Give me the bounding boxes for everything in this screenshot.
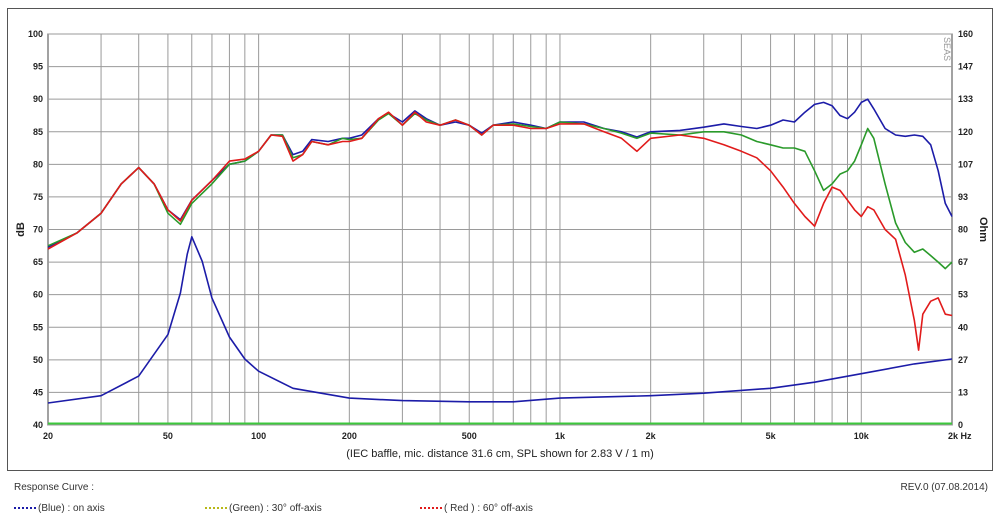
y2-tick-label: 53: [958, 290, 968, 300]
y2-tick-label: 27: [958, 355, 968, 365]
x-tick-label: 500: [462, 431, 477, 441]
y2-tick-label: 160: [958, 29, 973, 39]
chart-frame: 100 95 90 85 80 75 70 65 60 55 50 45 40 160 147 133 120 1…: [7, 8, 993, 471]
y-tick-label: 50: [33, 355, 43, 365]
x-tick-label: 50: [163, 431, 173, 441]
series-line-60-off-axis: [47, 111, 953, 351]
legend-text-green: (Green) : 30° off-axis: [229, 503, 322, 514]
y2-tick-label: 120: [958, 127, 973, 137]
legend-swatch-red: [420, 507, 442, 510]
watermark-text: SEAS: [942, 37, 952, 61]
y-tick-label: 90: [33, 94, 43, 104]
x-tick-label: 200: [342, 431, 357, 441]
y-tick-label: 55: [33, 322, 43, 332]
y2-tick-label: 107: [958, 159, 973, 169]
chart-caption: (IEC baffle, mic. distance 31.6 cm, SPL …: [346, 448, 654, 460]
x-tick-label: 100: [251, 431, 266, 441]
y-tick-label: 60: [33, 290, 43, 300]
y-tick-label: 70: [33, 225, 43, 235]
x-tick-label: 20: [43, 431, 53, 441]
legend-item-blue: (Blue) : on axis: [14, 503, 105, 514]
y2-tick-label: 0: [958, 420, 963, 430]
x-tick-label: 1k: [555, 431, 566, 441]
y-tick-label: 85: [33, 127, 43, 137]
footer-title: Response Curve :: [14, 482, 95, 493]
x-tick-label: 10k: [854, 431, 870, 441]
y2-tick-label: 80: [958, 225, 968, 235]
y-tick-label: 80: [33, 159, 43, 169]
y2-tick-label: 13: [958, 387, 968, 397]
y2-tick-label: 133: [958, 94, 973, 104]
x-tick-label: 2k Hz: [948, 431, 972, 441]
legend-text-blue: (Blue) : on axis: [38, 503, 105, 514]
legend-text-red: ( Red ) : 60° off-axis: [444, 503, 533, 514]
y-tick-label: 45: [33, 387, 43, 397]
y-axis-label: dB: [15, 222, 27, 237]
y-tick-label: 40: [33, 420, 43, 430]
y2-tick-label: 40: [958, 322, 968, 332]
legend-swatch-blue: [14, 507, 36, 510]
y-tick-label: 100: [28, 29, 43, 39]
x-tick-label: 2k: [646, 431, 657, 441]
y2-tick-label: 67: [958, 257, 968, 267]
revision-label: REV.0 (07.08.2014): [900, 482, 988, 493]
y2-axis-label: Ohm: [977, 217, 989, 242]
legend-swatch-green: [205, 507, 227, 510]
series-line-impedance: [47, 236, 953, 404]
series-line-30-off-axis: [47, 112, 953, 270]
y-tick-label: 75: [33, 192, 43, 202]
legend-item-green: (Green) : 30° off-axis: [205, 503, 322, 514]
legend-item-red: ( Red ) : 60° off-axis: [420, 503, 533, 514]
y-tick-label: 65: [33, 257, 43, 267]
y2-tick-label: 147: [958, 62, 973, 72]
response-chart: 100 95 90 85 80 75 70 65 60 55 50 45 40 160 147 133 120 1…: [15, 29, 989, 460]
y2-tick-label: 93: [958, 192, 968, 202]
x-tick-label: 5k: [766, 431, 777, 441]
y-tick-label: 95: [33, 62, 43, 72]
